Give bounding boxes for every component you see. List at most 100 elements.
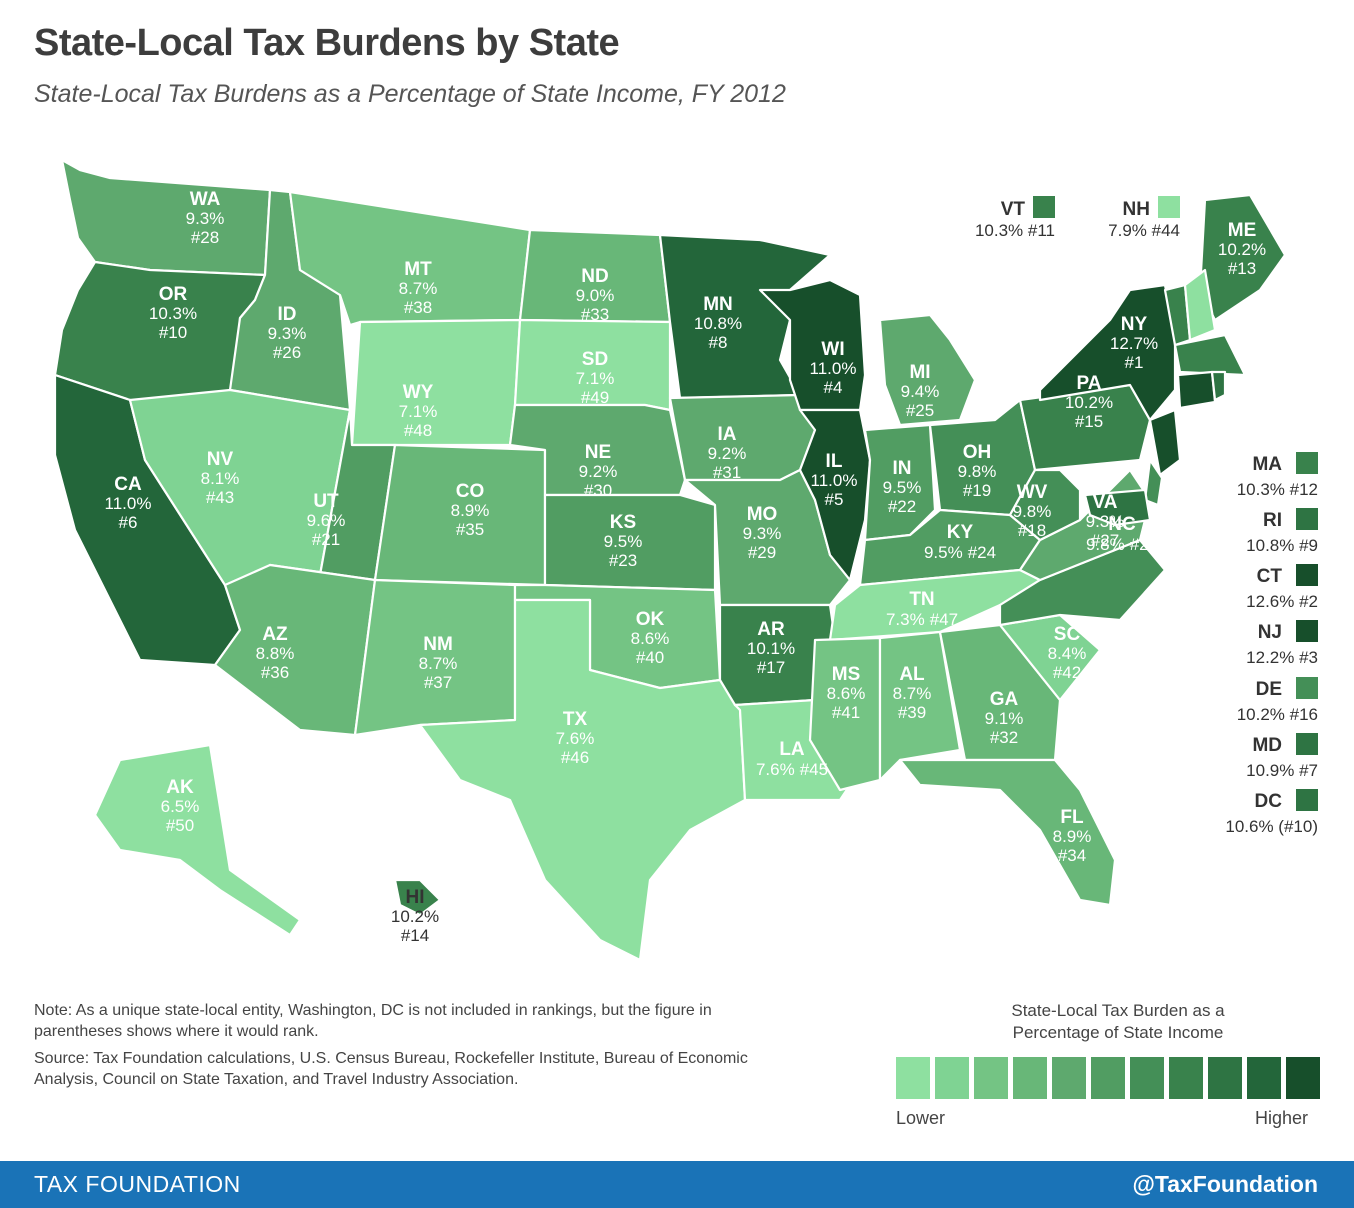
state-rate-ne: 9.2%	[579, 462, 618, 481]
state-rate-ms: 8.6%	[827, 684, 866, 703]
state-rank-fl: #34	[1058, 846, 1086, 865]
note-text: Note: As a unique state-local entity, Wa…	[34, 1002, 712, 1040]
state-rank-il: #5	[825, 490, 844, 509]
state-rate-mo: 9.3%	[743, 524, 782, 543]
state-label-al: AL	[899, 664, 925, 685]
small-state-ct: CT 12.6% #2	[1246, 564, 1318, 612]
nh-color-swatch	[1158, 196, 1180, 218]
state-ak	[93, 743, 302, 937]
state-rate-nd: 9.0%	[576, 286, 615, 305]
state-label-nv: NV	[207, 449, 234, 470]
state-rank-ms: #41	[832, 703, 860, 722]
state-al	[878, 630, 962, 782]
state-rate-in: 9.5%	[883, 478, 922, 497]
state-rate-mi: 9.4%	[901, 382, 940, 401]
state-rate-ga: 9.1%	[985, 709, 1024, 728]
legend-low-label: Lower	[896, 1108, 946, 1128]
small-state-value: 12.6% #2	[1246, 592, 1318, 611]
state-rank-mi: #25	[906, 401, 934, 420]
state-rank-hi: #14	[401, 926, 429, 945]
footer-org-name: TAX FOUNDATION	[34, 1171, 241, 1197]
state-label-az: AZ	[262, 624, 288, 645]
state-rank-ok: #40	[636, 648, 664, 667]
legend-cell-5	[1052, 1057, 1086, 1099]
small-state-abbr: RI	[1263, 510, 1282, 531]
nh-inset-legend: NH 7.9% #44	[1088, 196, 1180, 241]
state-label-hi: HI	[406, 887, 425, 908]
state-rate-id: 9.3%	[268, 324, 307, 343]
small-state-value: 10.8% #9	[1246, 536, 1318, 555]
state-rank-ia: #31	[713, 463, 741, 482]
state-wy	[350, 318, 522, 447]
state-rank-wv: #18	[1018, 521, 1046, 540]
state-de	[1143, 458, 1164, 507]
state-rank-va: #27	[1091, 531, 1119, 550]
state-rate-co: 8.9%	[451, 501, 490, 520]
legend-cell-1	[896, 1057, 930, 1099]
state-label-in: IN	[893, 458, 912, 479]
legend-cell-2	[935, 1057, 969, 1099]
state-label-oh: OH	[963, 442, 992, 463]
state-rank-wi: #4	[824, 378, 843, 397]
state-rate-ar: 10.1%	[747, 639, 795, 658]
state-rank-mn: #8	[709, 333, 728, 352]
state-rate-il: 11.0%	[811, 471, 858, 490]
state-rate-nv: 8.1%	[201, 469, 240, 488]
state-rank-sd: #49	[581, 388, 609, 407]
state-ma	[1173, 333, 1247, 377]
state-value-ky: 9.5% #24	[924, 543, 996, 562]
state-rate-nm: 8.7%	[419, 654, 458, 673]
nh-abbr: NH	[1122, 199, 1150, 220]
vt-abbr: VT	[1000, 199, 1025, 220]
state-rate-me: 10.2%	[1218, 240, 1266, 259]
state-label-ne: NE	[585, 442, 611, 463]
small-state-color-swatch	[1296, 677, 1318, 699]
small-state-abbr: MA	[1252, 454, 1282, 475]
legend-cell-10	[1247, 1057, 1281, 1099]
state-ri	[1210, 370, 1227, 402]
state-md	[1083, 488, 1152, 527]
small-state-value: 10.9% #7	[1246, 761, 1318, 780]
state-rate-fl: 8.9%	[1053, 827, 1092, 846]
state-label-ks: KS	[610, 512, 636, 533]
footer-twitter-handle[interactable]: @TaxFoundation	[1132, 1171, 1318, 1197]
us-tax-burden-map: WA9.3%#28OR10.3%#10CA11.0%#6ID9.3%#26NV8…	[53, 158, 1287, 962]
state-rank-wy: #48	[404, 421, 432, 440]
state-label-ak: AK	[166, 777, 194, 798]
state-rank-sc: #42	[1053, 663, 1081, 682]
state-rate-wi: 11.0%	[810, 359, 857, 378]
state-label-nd: ND	[581, 266, 608, 287]
small-state-md: MD 10.9% #7	[1246, 733, 1318, 781]
state-rank-co: #35	[456, 520, 484, 539]
state-label-co: CO	[456, 481, 485, 502]
state-rate-ks: 9.5%	[604, 532, 643, 551]
small-state-abbr: CT	[1256, 566, 1282, 587]
small-state-color-swatch	[1296, 564, 1318, 586]
state-rate-tx: 7.6%	[556, 729, 595, 748]
source-text: Source: Tax Foundation calculations, U.S…	[34, 1050, 748, 1088]
map-title: State-Local Tax Burdens by State	[34, 22, 620, 64]
state-rate-al: 8.7%	[893, 684, 932, 703]
state-label-nc: NC	[1108, 514, 1136, 535]
state-label-il: IL	[826, 451, 843, 472]
state-rate-wy: 7.1%	[399, 402, 438, 421]
state-rank-ne: #30	[584, 481, 612, 500]
state-label-ar: AR	[757, 619, 785, 640]
small-state-dc: DC 10.6% (#10)	[1225, 789, 1318, 837]
state-fl	[898, 758, 1117, 907]
state-label-sd: SD	[582, 349, 608, 370]
small-state-abbr: DE	[1255, 679, 1282, 700]
state-rate-la: 7.6%	[756, 760, 795, 779]
state-ga	[938, 623, 1062, 762]
state-rate-mt: 8.7%	[399, 279, 438, 298]
state-nh	[1183, 268, 1217, 342]
small-state-nj: NJ 12.2% #3	[1246, 620, 1318, 668]
state-rate-ky: 9.5%	[924, 543, 963, 562]
legend-high-label: Higher	[1255, 1108, 1309, 1128]
state-rank-in: #22	[888, 497, 916, 516]
state-label-ut: UT	[313, 491, 339, 512]
small-state-color-swatch	[1296, 733, 1318, 755]
state-label-or: OR	[159, 284, 188, 305]
state-rank-nv: #43	[206, 488, 234, 507]
state-rank-ca: #6	[119, 513, 138, 532]
